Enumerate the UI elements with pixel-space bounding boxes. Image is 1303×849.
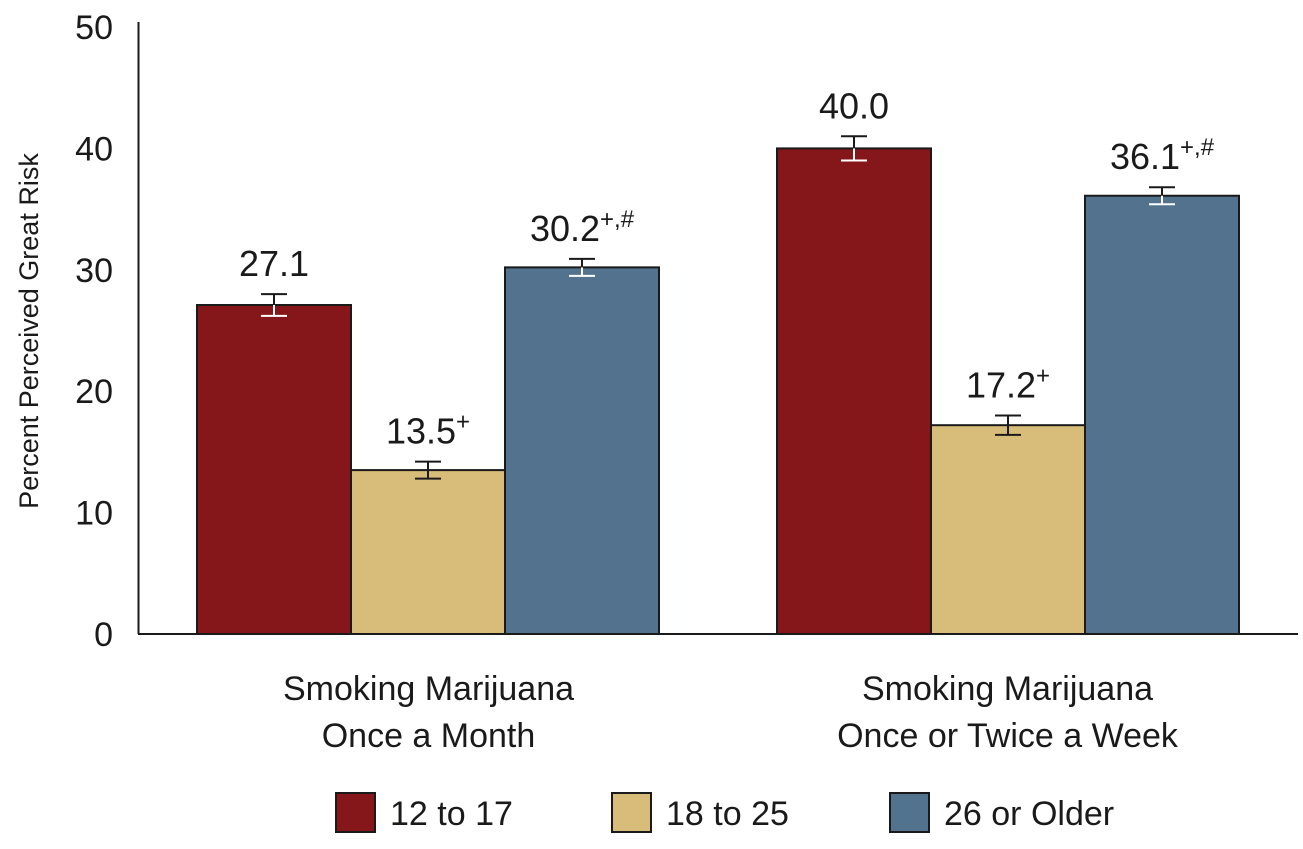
data-label: 36.1+,# [1110, 134, 1215, 177]
data-label: 30.2+,# [530, 206, 635, 249]
legend-swatch [611, 792, 652, 833]
data-label-value: 30.2 [530, 208, 600, 249]
axes [137, 22, 1298, 635]
y-tick-label: 40 [75, 130, 113, 168]
data-label: 13.5+ [386, 409, 470, 452]
bar [196, 304, 352, 635]
legend-swatch [889, 792, 930, 833]
legend-label: 26 or Older [944, 795, 1114, 833]
data-label-value: 27.1 [239, 243, 309, 284]
legend-swatch [335, 792, 376, 833]
data-label-value: 17.2 [966, 364, 1036, 405]
legend-item: 18 to 25 [611, 792, 789, 833]
bar [776, 147, 932, 635]
category-label: Smoking Marijuana [283, 670, 574, 708]
category-label: Smoking Marijuana [862, 670, 1153, 708]
y-axis-title: Percent Perceived Great Risk [14, 153, 44, 509]
y-tick-label: 0 [94, 616, 113, 654]
data-label: 40.0 [819, 85, 889, 126]
error-bars [261, 135, 1175, 480]
data-label-superscript: +,# [1180, 134, 1215, 161]
bar [930, 424, 1086, 635]
data-label-value: 40.0 [819, 85, 889, 126]
legend-label: 18 to 25 [666, 795, 789, 833]
data-label: 17.2+ [966, 362, 1050, 405]
data-label-value: 36.1 [1110, 136, 1180, 177]
value-labels: 27.140.013.5+17.2+30.2+,#36.1+,# [239, 85, 1215, 451]
data-label: 27.1 [239, 243, 309, 284]
data-label-superscript: + [456, 409, 470, 436]
y-tick-label: 30 [75, 252, 113, 290]
data-label-superscript: + [1036, 362, 1050, 389]
category-label: Once a Month [322, 717, 536, 755]
data-label-value: 13.5 [386, 411, 456, 452]
error-bar [261, 293, 287, 317]
y-tick-label: 10 [75, 495, 113, 533]
bar [504, 266, 660, 635]
error-bar [569, 257, 595, 277]
error-bar [1149, 186, 1175, 206]
bar [1084, 194, 1240, 635]
y-axis-title-group: Percent Perceived Great Risk [14, 153, 44, 509]
data-label-superscript: +,# [600, 206, 635, 233]
legend-label: 12 to 17 [390, 795, 513, 833]
legend: 12 to 17 18 to 25 26 or Older [335, 792, 1114, 833]
y-tick-label: 50 [75, 9, 113, 47]
error-bar [995, 414, 1021, 436]
y-tick-label: 20 [75, 373, 113, 411]
legend-item: 12 to 17 [335, 792, 513, 833]
error-bar [841, 135, 867, 162]
category-label: Once or Twice a Week [837, 717, 1179, 755]
category-labels: Smoking Marijuana Once a Month Smoking Mar… [283, 670, 1179, 755]
legend-item: 26 or Older [889, 792, 1114, 833]
y-axis-ticks: 0 10 20 30 40 50 [75, 9, 113, 654]
bars [196, 147, 1240, 635]
bar [350, 469, 506, 635]
error-bar [415, 460, 441, 480]
